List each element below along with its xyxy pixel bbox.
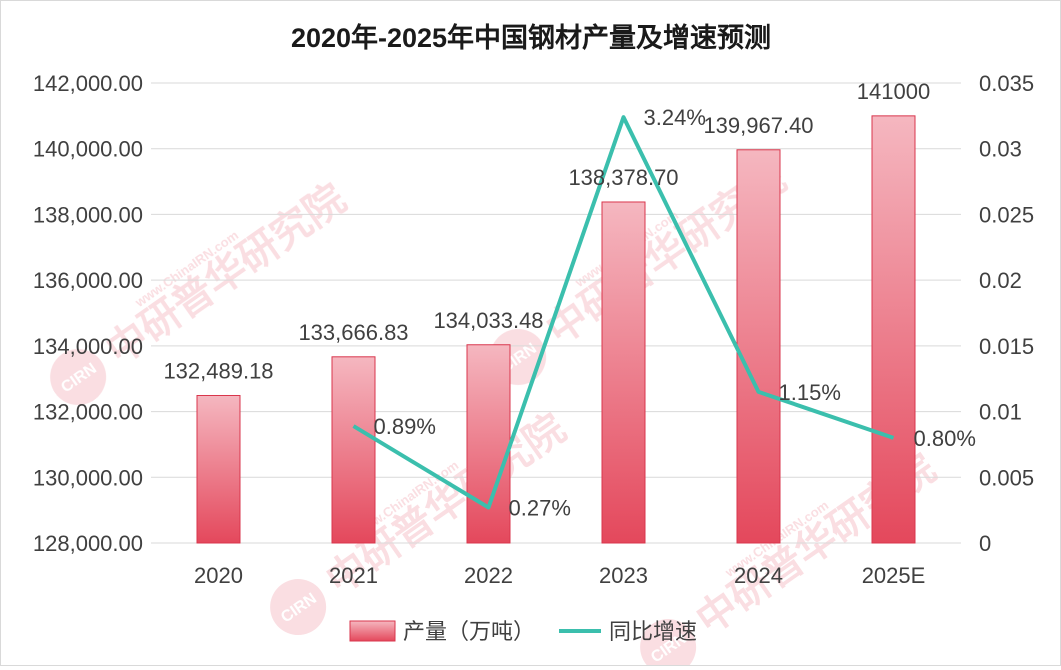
left-axis-tick-label: 136,000.00 (33, 268, 143, 293)
bar (197, 395, 240, 543)
right-axis-tick-label: 0.025 (979, 202, 1034, 227)
right-axis-tick-label: 0.035 (979, 71, 1034, 96)
left-axis-tick-label: 132,000.00 (33, 400, 143, 425)
x-axis-tick-label: 2022 (464, 563, 513, 588)
bar (467, 345, 510, 543)
left-axis-tick-label: 130,000.00 (33, 465, 143, 490)
left-axis-tick-label: 138,000.00 (33, 202, 143, 227)
bar-data-label: 139,967.40 (703, 113, 813, 138)
x-axis-tick-label: 2021 (329, 563, 378, 588)
line-data-label: 0.89% (374, 414, 436, 439)
bar (872, 116, 915, 543)
left-axis-tick-label: 128,000.00 (33, 531, 143, 556)
bar-data-label: 133,666.83 (298, 320, 408, 345)
x-axis-tick-label: 2020 (194, 563, 243, 588)
bar-data-label: 134,033.48 (433, 308, 543, 333)
left-axis-tick-labels: 128,000.00 130,000.00 132,000.00 134,000.00… (33, 71, 143, 556)
bar-data-label: 141000 (857, 79, 930, 104)
legend-bar-swatch (350, 621, 395, 641)
right-axis-tick-label: 0.03 (979, 137, 1022, 162)
bar-data-label: 132,489.18 (163, 358, 273, 383)
legend: 产量（万吨） 同比增速 (350, 619, 697, 644)
x-axis-tick-label: 2025E (862, 563, 926, 588)
left-axis-tick-label: 142,000.00 (33, 71, 143, 96)
right-axis-tick-label: 0.01 (979, 400, 1022, 425)
line-data-label: 0.80% (914, 426, 976, 451)
left-axis-tick-label: 140,000.00 (33, 137, 143, 162)
legend-line-label: 同比增速 (609, 619, 697, 644)
legend-bar-label: 产量（万吨） (403, 619, 535, 644)
right-axis-tick-label: 0.005 (979, 465, 1034, 490)
bar (737, 150, 780, 543)
right-axis-tick-label: 0.02 (979, 268, 1022, 293)
left-axis-tick-label: 134,000.00 (33, 334, 143, 359)
line-data-label: 3.24% (644, 105, 706, 130)
bar-data-label: 138,378.70 (568, 165, 678, 190)
right-axis-tick-label: 0.015 (979, 334, 1034, 359)
chart-title: 2020年-2025年中国钢材产量及增速预测 (291, 22, 771, 53)
line-data-label: 0.27% (509, 496, 571, 521)
x-axis-tick-label: 2024 (734, 563, 783, 588)
line-data-label: 1.15% (779, 380, 841, 405)
bar (332, 357, 375, 543)
x-axis-tick-label: 2023 (599, 563, 648, 588)
bar (602, 202, 645, 543)
right-axis-tick-labels: 0 0.005 0.01 0.015 0.02 0.025 0.03 0.035 (979, 71, 1034, 556)
right-axis-tick-label: 0 (979, 531, 991, 556)
